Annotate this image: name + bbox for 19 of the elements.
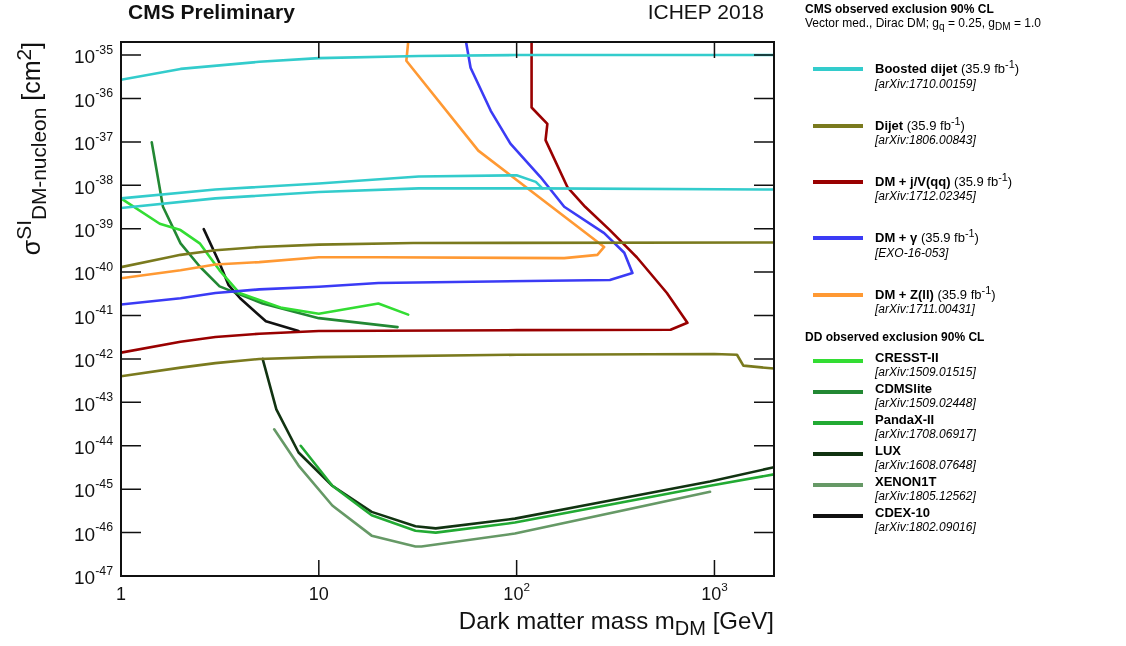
legend-label: Dijet (35.9 fb$^{-1}$) [arXiv:1806.00843] <box>875 114 976 148</box>
legend-label: XENON1T [arXiv:1805.12562] <box>875 474 976 504</box>
x-tick-label: 1 <box>115 583 127 604</box>
legend-label: CDMSlite [arXiv:1509.02448] <box>875 381 976 411</box>
x-tick-label: 10 <box>308 583 329 604</box>
text: DM + Z(ll) (35.9 fb$^{-1}$) [arXiv:1711.00431] <box>875 283 996 317</box>
text: Boosted dijet (35.9 fb$^{-1}$) [arXiv:1710.00159] <box>875 58 1020 91</box>
legend-label: CDEX-10 [arXiv:1802.09016] <box>875 505 976 535</box>
text: Vector med., Dirac DM; g$_{q}$ = 0.25, g$_{DM}$ = 1.0 <box>805 16 1042 33</box>
chart-title: CMS Preliminary <box>128 0 295 24</box>
text: DM + γ (35.9 fb$^{-1}$) [EXO-16-053] <box>875 227 979 260</box>
legend-label: LUX [arXiv:1608.07648] <box>875 443 976 473</box>
text: DM + j/V(qq) (35.9 fb$^{-1}$) [arXiv:1712.02345] <box>875 171 1013 204</box>
legend-title: CMS observed exclusion 90% CL <box>805 2 995 16</box>
legend-label: PandaX-II [arXiv:1708.06917] <box>875 412 976 442</box>
legend-label: CRESST-II [arXiv:1509.01515] <box>875 350 976 380</box>
x-axis-title: Dark matter mass m$_{DM}$ [GeV] <box>458 607 774 639</box>
text: DD observed exclusion 90% CL <box>805 330 986 345</box>
chart-subtitle: ICHEP 2018 <box>647 0 764 24</box>
